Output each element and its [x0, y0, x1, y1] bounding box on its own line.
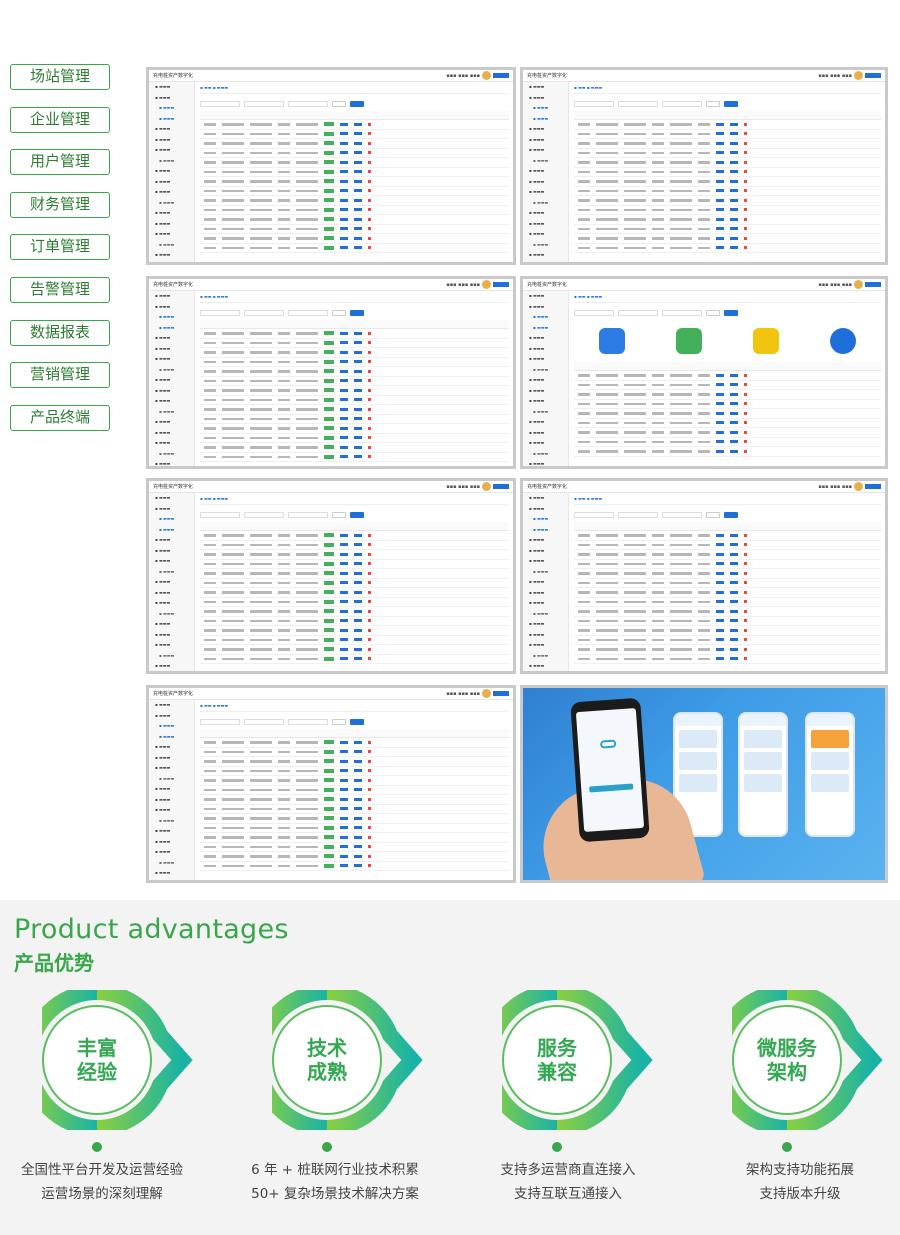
screenshot-sidebar: ▪ ▬▬▬ ▪ ▬▬▬ ▪ ▬▬▬ ▪ ▬▬▬ ▪ ▬▬▬ ▪ ▬▬▬ ▪ ▬▬▬ ▪ ▬▬▬…	[149, 82, 195, 262]
screenshot-title: 充电桩资产数字化 ▪▪▪ ▪▪▪ ▪▪▪	[523, 70, 885, 82]
advantage-label: 丰富 经验	[77, 1036, 117, 1084]
advantage-label: 微服务 架构	[757, 1036, 817, 1084]
screenshot-title: 充电桩资产数字化 ▪▪▪ ▪▪▪ ▪▪▪	[149, 279, 513, 291]
admin-screenshot-1: 充电桩资产数字化 ▪▪▪ ▪▪▪ ▪▪▪ ▪ ▬▬▬ ▪ ▬▬▬ ▪ ▬▬▬ ▪ ▬▬▬ ▪…	[146, 67, 516, 265]
admin-screenshot-2: 充电桩资产数字化 ▪▪▪ ▪▪▪ ▪▪▪ ▪ ▬▬▬ ▪ ▬▬▬ ▪ ▬▬▬ ▪ ▬▬▬ ▪…	[520, 67, 888, 265]
screenshot-sidebar: ▪ ▬▬▬ ▪ ▬▬▬ ▪ ▬▬▬ ▪ ▬▬▬ ▪ ▬▬▬ ▪ ▬▬▬ ▪ ▬▬▬ ▪ ▬▬▬…	[523, 291, 569, 466]
advantage-circle-3: 服务 兼容	[502, 990, 662, 1130]
screenshot-sidebar: ▪ ▬▬▬ ▪ ▬▬▬ ▪ ▬▬▬ ▪ ▬▬▬ ▪ ▬▬▬ ▪ ▬▬▬ ▪ ▬▬▬ ▪ ▬▬▬…	[149, 700, 195, 880]
screenshot-sidebar: ▪ ▬▬▬ ▪ ▬▬▬ ▪ ▬▬▬ ▪ ▬▬▬ ▪ ▬▬▬ ▪ ▬▬▬ ▪ ▬▬▬ ▪ ▬▬▬…	[523, 82, 569, 262]
advantage-circle-4: 微服务 架构	[732, 990, 892, 1130]
screenshot-title: 充电桩资产数字化 ▪▪▪ ▪▪▪ ▪▪▪	[149, 688, 513, 700]
advantage-dot	[782, 1142, 792, 1152]
screenshot-sidebar: ▪ ▬▬▬ ▪ ▬▬▬ ▪ ▬▬▬ ▪ ▬▬▬ ▪ ▬▬▬ ▪ ▬▬▬ ▪ ▬▬▬ ▪ ▬▬▬…	[149, 291, 195, 466]
advantage-description: 支持多运营商直连接入 支持互联互通接入	[500, 1162, 636, 1202]
admin-screenshot-3: 充电桩资产数字化 ▪▪▪ ▪▪▪ ▪▪▪ ▪ ▬▬▬ ▪ ▬▬▬ ▪ ▬▬▬ ▪ ▬▬▬ ▪…	[146, 276, 516, 469]
advantages-title-en: Product advantages	[14, 914, 289, 945]
nav-item-enterprise[interactable]: 企业管理	[10, 106, 110, 133]
advantage-label: 服务 兼容	[537, 1036, 577, 1084]
advantage-dot	[552, 1142, 562, 1152]
nav-item-order[interactable]: 订单管理	[10, 234, 110, 261]
nav-item-alarm[interactable]: 告警管理	[10, 276, 110, 303]
nav-item-report[interactable]: 数据报表	[10, 319, 110, 346]
module-nav: 场站管理 企业管理 用户管理 财务管理 订单管理 告警管理 数据报表 营销管理 …	[10, 64, 110, 447]
phone-image	[570, 697, 650, 843]
nav-item-terminal[interactable]: 产品终端	[10, 404, 110, 431]
screenshot-title: 充电桩资产数字化 ▪▪▪ ▪▪▪ ▪▪▪	[149, 481, 513, 493]
admin-screenshot-4: 充电桩资产数字化 ▪▪▪ ▪▪▪ ▪▪▪ ▪ ▬▬▬ ▪ ▬▬▬ ▪ ▬▬▬ ▪ ▬▬▬ ▪…	[520, 276, 888, 469]
screenshot-title: 充电桩资产数字化 ▪▪▪ ▪▪▪ ▪▪▪	[523, 279, 885, 291]
mini-phone-3	[805, 712, 855, 837]
advantage-label: 技术 成熟	[307, 1036, 347, 1084]
mobile-app-photo	[520, 685, 888, 883]
advantage-circle-2: 技术 成熟	[272, 990, 432, 1130]
nav-item-station[interactable]: 场站管理	[10, 64, 110, 90]
admin-screenshot-5: 充电桩资产数字化 ▪▪▪ ▪▪▪ ▪▪▪ ▪ ▬▬▬ ▪ ▬▬▬ ▪ ▬▬▬ ▪ ▬▬▬ ▪…	[146, 478, 516, 674]
screenshot-sidebar: ▪ ▬▬▬ ▪ ▬▬▬ ▪ ▬▬▬ ▪ ▬▬▬ ▪ ▬▬▬ ▪ ▬▬▬ ▪ ▬▬▬ ▪ ▬▬▬…	[149, 493, 195, 671]
mini-phone-2	[738, 712, 788, 837]
nav-item-user[interactable]: 用户管理	[10, 149, 110, 176]
admin-screenshot-7: 充电桩资产数字化 ▪▪▪ ▪▪▪ ▪▪▪ ▪ ▬▬▬ ▪ ▬▬▬ ▪ ▬▬▬ ▪ ▬▬▬ ▪…	[146, 685, 516, 883]
screenshot-title: 充电桩资产数字化 ▪▪▪ ▪▪▪ ▪▪▪	[149, 70, 513, 82]
advantages-title-cn: 产品优势	[14, 951, 94, 975]
nav-item-finance[interactable]: 财务管理	[10, 191, 110, 218]
admin-screenshot-6: 充电桩资产数字化 ▪▪▪ ▪▪▪ ▪▪▪ ▪ ▬▬▬ ▪ ▬▬▬ ▪ ▬▬▬ ▪ ▬▬▬ ▪…	[520, 478, 888, 674]
advantage-description: 全国性平台开发及运营经验 运营场景的深刻理解	[21, 1162, 183, 1202]
screenshot-title: 充电桩资产数字化 ▪▪▪ ▪▪▪ ▪▪▪	[523, 481, 885, 493]
advantage-description: 架构支持功能拓展 支持版本升级	[746, 1162, 854, 1202]
advantage-circle-1: 丰富 经验	[42, 990, 202, 1130]
advantage-dot	[322, 1142, 332, 1152]
nav-item-marketing[interactable]: 营销管理	[10, 362, 110, 389]
advantage-dot	[92, 1142, 102, 1152]
screenshot-sidebar: ▪ ▬▬▬ ▪ ▬▬▬ ▪ ▬▬▬ ▪ ▬▬▬ ▪ ▬▬▬ ▪ ▬▬▬ ▪ ▬▬▬ ▪ ▬▬▬…	[523, 493, 569, 671]
advantage-description: 6 年 + 桩联网行业技术积累 50+ 复杂场景技术解决方案	[251, 1162, 419, 1202]
